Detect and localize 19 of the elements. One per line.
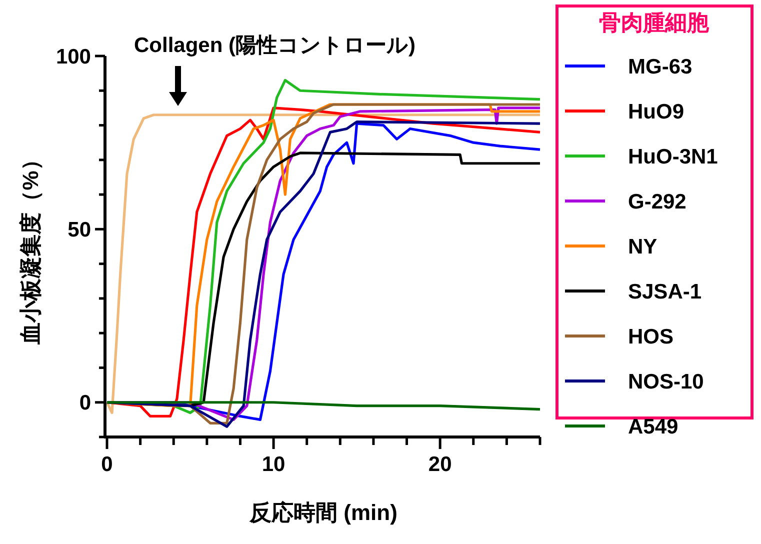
legend-label: G-292 [628, 190, 686, 214]
y-axis-title: 血小板凝集度（%） [18, 148, 43, 346]
legend-label: NOS-10 [628, 370, 704, 394]
legend-label: NY [628, 236, 658, 259]
x-tick-label: 20 [428, 453, 452, 476]
legend-label: HuO9 [628, 100, 684, 124]
y-tick-label: 0 [79, 392, 91, 415]
x-tick-label: 0 [101, 453, 113, 476]
y-tick-label: 100 [56, 45, 91, 68]
legend-label: MG-63 [628, 56, 692, 79]
legend-label: SJSA-1 [628, 280, 702, 304]
y-tick-label: 50 [68, 218, 91, 242]
legend-label: A549 [628, 416, 678, 439]
x-axis-title: 反応時間 (min) [248, 500, 398, 525]
legend-label: HOS [628, 326, 674, 349]
x-tick-label: 10 [262, 453, 286, 476]
legend-title: 骨肉腫細胞 [599, 10, 710, 35]
annotation: Collagen (陽性コントロール) [134, 34, 416, 57]
legend-label: HuO-3N1 [628, 146, 718, 169]
